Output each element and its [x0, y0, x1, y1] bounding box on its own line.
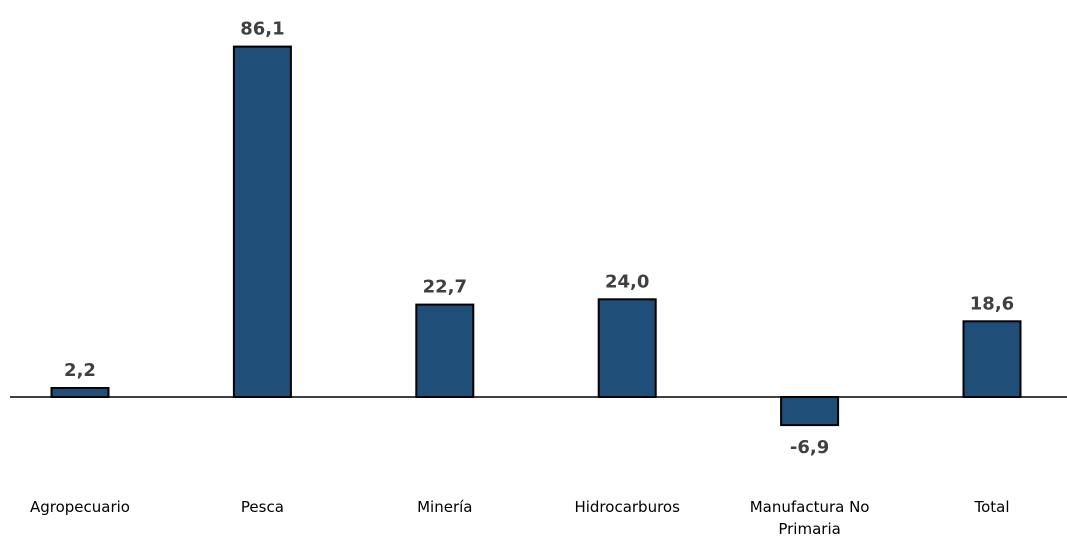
category-label-pesca: Pesca — [241, 498, 284, 516]
category-label-hidrocarburos: Hidrocarburos — [574, 498, 680, 516]
category-label-agropecuario: Agropecuario — [30, 498, 130, 516]
bar-hidrocarburos — [597, 298, 657, 398]
value-label-mineria: 22,7 — [423, 277, 467, 298]
bar-pesca — [232, 45, 292, 398]
bar-agropecuario — [50, 387, 110, 398]
labels-layer: 2,2 Agropecuario 86,1 Pesca 22,7 Minería 24,0 H… — [30, 19, 1014, 538]
category-label-mineria: Minería — [417, 498, 472, 516]
bar-mineria — [415, 303, 475, 399]
category-label-manufactura-no-primaria: Manufactura No Primaria — [750, 498, 870, 538]
bar-manufactura-no-primaria — [780, 396, 840, 427]
value-label-manufactura-no-primaria: -6,9 — [790, 437, 829, 458]
bars-layer — [50, 45, 1022, 427]
value-label-agropecuario: 2,2 — [64, 360, 96, 381]
bar-total — [962, 320, 1022, 398]
value-label-hidrocarburos: 24,0 — [605, 271, 649, 292]
category-label-total: Total — [973, 498, 1009, 516]
value-label-pesca: 86,1 — [240, 19, 284, 40]
value-label-total: 18,6 — [970, 293, 1014, 314]
